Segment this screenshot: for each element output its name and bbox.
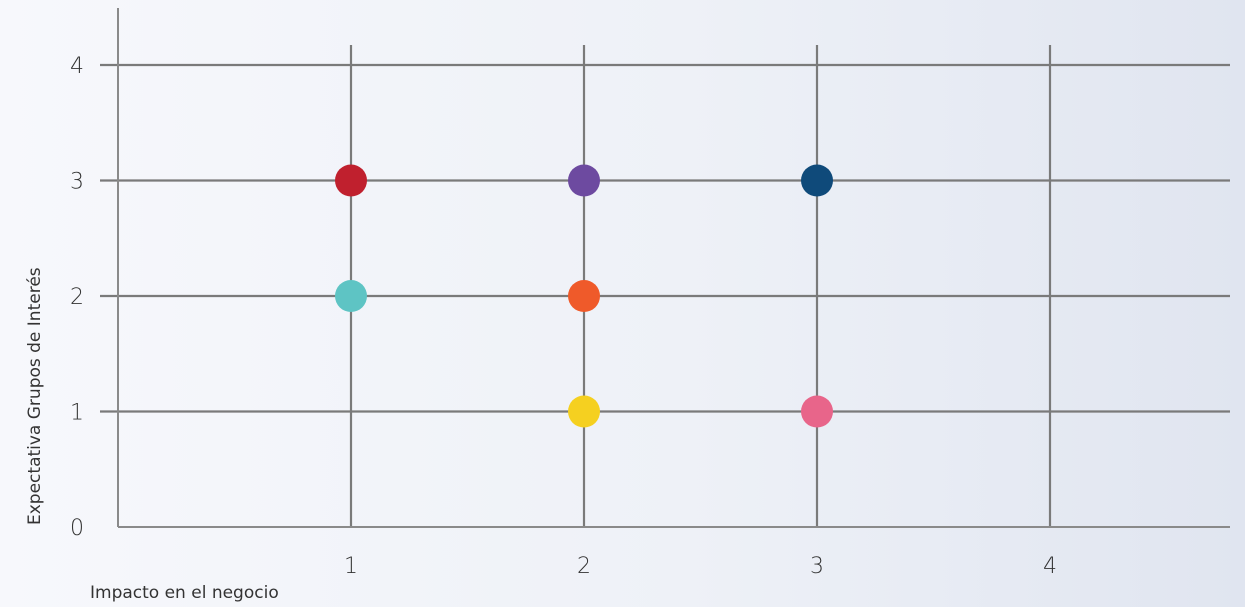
data-point-2	[335, 280, 367, 312]
y-tick-label-1: 1	[70, 401, 84, 426]
data-point-1	[335, 164, 367, 197]
y-tick-label-4: 4	[70, 54, 84, 79]
data-point-7	[801, 395, 833, 428]
x-tick-label-3: 3	[810, 554, 824, 579]
data-point-4	[568, 280, 600, 312]
x-tick-label-2: 2	[577, 554, 591, 579]
grid-layer	[100, 45, 1230, 527]
y-axis-title: Expectativa Grupos de Interés	[25, 267, 45, 525]
y-tick-label-0: 0	[70, 516, 84, 541]
x-tick-label-4: 4	[1043, 554, 1057, 579]
axis-layer	[117, 8, 1230, 528]
y-tick-label-2: 2	[70, 285, 84, 310]
data-point-3	[568, 164, 600, 197]
y-tick-label-3: 3	[70, 170, 84, 195]
tick-layer: 0 1 2 3 4 1 2 3 4	[70, 54, 1057, 579]
x-tick-label-1: 1	[344, 554, 358, 579]
x-axis-title: Impacto en el negocio	[90, 583, 279, 603]
point-layer	[335, 164, 833, 428]
data-point-6	[801, 164, 833, 197]
data-point-5	[568, 395, 600, 428]
